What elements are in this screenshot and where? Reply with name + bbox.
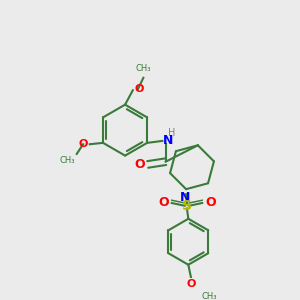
Text: N: N	[163, 134, 173, 147]
Text: O: O	[134, 84, 144, 94]
Text: H: H	[168, 128, 175, 138]
Text: S: S	[182, 199, 192, 213]
Text: O: O	[205, 196, 216, 209]
Text: O: O	[186, 279, 196, 289]
Text: CH₃: CH₃	[136, 64, 151, 73]
Text: N: N	[179, 191, 190, 204]
Text: O: O	[134, 158, 145, 171]
Text: CH₃: CH₃	[60, 156, 75, 165]
Text: O: O	[78, 139, 88, 149]
Text: O: O	[158, 196, 169, 209]
Text: CH₃: CH₃	[202, 292, 217, 300]
